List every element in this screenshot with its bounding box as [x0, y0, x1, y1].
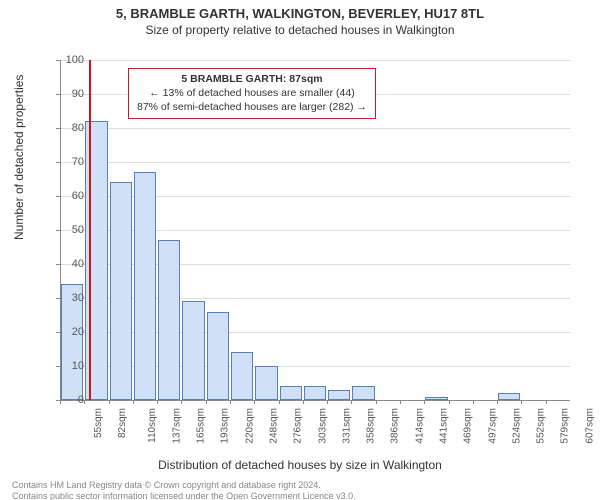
xtick-label: 110sqm	[146, 408, 157, 443]
y-axis-label: Number of detached properties	[12, 75, 26, 240]
histogram-bar	[304, 386, 326, 400]
xtick-label: 82sqm	[117, 408, 128, 438]
xtick-label: 497sqm	[487, 408, 498, 444]
chart-container: 5, BRAMBLE GARTH, WALKINGTON, BEVERLEY, …	[0, 6, 600, 500]
ytick-label: 60	[54, 190, 84, 202]
histogram-bar	[110, 182, 132, 400]
xtick-label: 386sqm	[390, 408, 401, 444]
xtick-label: 55sqm	[93, 408, 104, 438]
chart-title: 5, BRAMBLE GARTH, WALKINGTON, BEVERLEY, …	[0, 6, 600, 21]
gridline	[60, 60, 570, 61]
subject-marker-line	[89, 60, 91, 400]
ytick-label: 50	[54, 224, 84, 236]
xtick-label: 220sqm	[244, 408, 255, 444]
xtick-label: 524sqm	[511, 408, 522, 444]
footer-attribution: Contains HM Land Registry data © Crown c…	[12, 480, 356, 500]
xtick-label: 248sqm	[269, 408, 280, 444]
ytick-label: 0	[54, 394, 84, 406]
x-axis-line	[60, 400, 570, 401]
gridline	[60, 128, 570, 129]
xtick-label: 579sqm	[560, 408, 571, 444]
histogram-bar	[280, 386, 302, 400]
footer-line-2: Contains public sector information licen…	[12, 491, 356, 500]
histogram-bar	[231, 352, 253, 400]
gridline	[60, 162, 570, 163]
xtick-label: 303sqm	[317, 408, 328, 444]
xtick-label: 469sqm	[463, 408, 474, 444]
histogram-bar	[498, 393, 520, 400]
ytick-label: 40	[54, 258, 84, 270]
xtick-label: 441sqm	[439, 408, 450, 444]
ytick-label: 10	[54, 360, 84, 372]
ytick-label: 30	[54, 292, 84, 304]
footer-line-1: Contains HM Land Registry data © Crown c…	[12, 480, 356, 491]
xtick-label: 358sqm	[366, 408, 377, 444]
ytick-label: 100	[54, 54, 84, 66]
xtick-label: 552sqm	[536, 408, 547, 444]
chart-subtitle: Size of property relative to detached ho…	[0, 23, 600, 37]
histogram-bar	[328, 390, 350, 400]
histogram-bar	[255, 366, 277, 400]
annotation-line: 5 BRAMBLE GARTH: 87sqm	[137, 72, 367, 86]
annotation-line: 87% of semi-detached houses are larger (…	[137, 100, 367, 114]
ytick-label: 80	[54, 122, 84, 134]
chart-area: 55sqm82sqm110sqm137sqm165sqm193sqm220sqm…	[60, 60, 570, 420]
xtick-label: 607sqm	[584, 408, 595, 444]
ytick-label: 90	[54, 88, 84, 100]
histogram-bar	[158, 240, 180, 400]
histogram-bar	[207, 312, 229, 400]
xtick-label: 276sqm	[293, 408, 304, 444]
plot-region: 55sqm82sqm110sqm137sqm165sqm193sqm220sqm…	[60, 60, 570, 400]
xtick-label: 331sqm	[341, 408, 352, 444]
histogram-bar	[352, 386, 374, 400]
xtick-label: 193sqm	[220, 408, 231, 444]
xtick-label: 414sqm	[414, 408, 425, 444]
ytick-label: 20	[54, 326, 84, 338]
annotation-line: ← 13% of detached houses are smaller (44…	[137, 86, 367, 100]
x-axis-label: Distribution of detached houses by size …	[0, 458, 600, 472]
histogram-bar	[134, 172, 156, 400]
xtick-label: 137sqm	[171, 408, 182, 444]
ytick-label: 70	[54, 156, 84, 168]
histogram-bar	[182, 301, 204, 400]
xtick-label: 165sqm	[196, 408, 207, 444]
annotation-box: 5 BRAMBLE GARTH: 87sqm← 13% of detached …	[128, 68, 376, 119]
